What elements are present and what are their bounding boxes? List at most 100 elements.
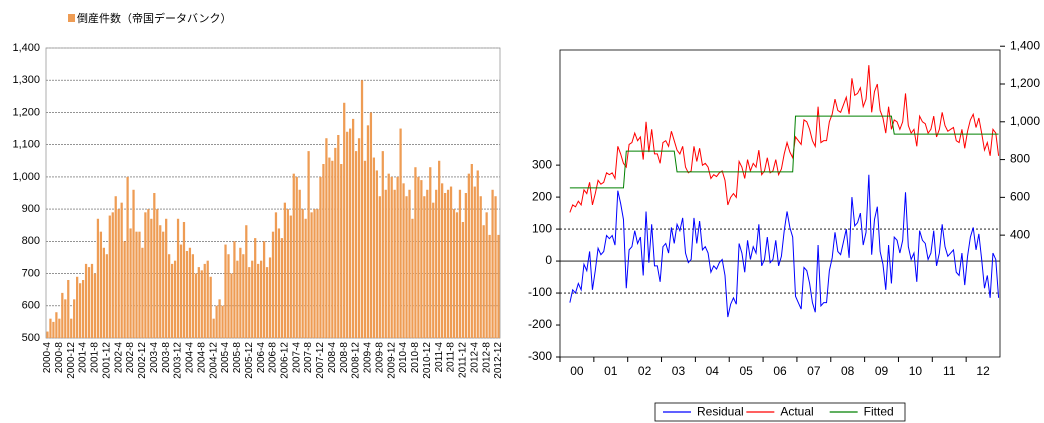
x-tick-label: 02 bbox=[638, 364, 652, 378]
x-tick-label: 12 bbox=[976, 364, 990, 378]
bar bbox=[93, 273, 97, 338]
bar bbox=[221, 305, 224, 338]
legend-swatch bbox=[68, 14, 75, 22]
bar bbox=[467, 173, 470, 338]
bar bbox=[111, 212, 114, 338]
bar bbox=[150, 218, 153, 338]
y2-tick-label: 1,200 bbox=[1010, 76, 1040, 90]
bar bbox=[378, 196, 381, 338]
bar bbox=[298, 189, 301, 338]
bar bbox=[84, 263, 88, 338]
bar bbox=[120, 202, 123, 338]
bar bbox=[423, 196, 426, 338]
bar bbox=[96, 218, 100, 338]
x-tick-label: 03 bbox=[672, 364, 686, 378]
bar bbox=[147, 209, 150, 338]
bar bbox=[417, 176, 420, 338]
y-tick-label: 1,300 bbox=[12, 74, 40, 86]
y-tick-label: 0 bbox=[545, 253, 552, 267]
x-tick-label: 2006-4 bbox=[256, 342, 267, 374]
bar bbox=[265, 267, 269, 338]
bar bbox=[218, 299, 221, 338]
y-tick-label: -100 bbox=[528, 285, 552, 299]
bar bbox=[372, 157, 376, 338]
bar bbox=[191, 254, 195, 338]
bar bbox=[200, 270, 203, 338]
y2-tick-label: 600 bbox=[1010, 190, 1030, 204]
bar bbox=[153, 193, 156, 338]
x-tick-label: 2005-12 bbox=[244, 342, 255, 379]
bar bbox=[322, 164, 325, 338]
bar bbox=[173, 260, 177, 338]
bar bbox=[354, 151, 358, 338]
y-tick-label: 200 bbox=[532, 189, 552, 203]
legend-label: Actual bbox=[780, 405, 813, 419]
bar bbox=[458, 189, 462, 338]
bar bbox=[435, 189, 438, 338]
bar bbox=[49, 318, 52, 338]
x-tick-label: 2007-8 bbox=[303, 342, 314, 374]
y-tick-label: -300 bbox=[528, 349, 552, 363]
bar bbox=[212, 318, 215, 338]
x-tick-label: 2010-4 bbox=[398, 342, 409, 374]
y2-tick-label: 800 bbox=[1010, 152, 1030, 166]
bar bbox=[307, 151, 310, 338]
x-tick-label: 2009-8 bbox=[374, 342, 385, 374]
x-tick-label: 2009-4 bbox=[363, 342, 374, 374]
bar bbox=[262, 241, 266, 338]
bar bbox=[117, 209, 120, 338]
bar bbox=[340, 164, 343, 338]
bar bbox=[414, 167, 417, 338]
x-tick-label: 2007-4 bbox=[291, 342, 302, 374]
y-tick-label: 500 bbox=[22, 332, 40, 344]
bar bbox=[420, 180, 423, 338]
bar bbox=[316, 209, 319, 338]
bar bbox=[73, 299, 76, 338]
bar bbox=[224, 244, 227, 338]
x-tick-label: 2002-12 bbox=[137, 342, 148, 379]
bar bbox=[491, 189, 494, 338]
bar bbox=[479, 196, 482, 338]
bar bbox=[488, 234, 491, 338]
bar bbox=[274, 212, 278, 338]
bar bbox=[105, 254, 108, 338]
x-tick-label: 2002-8 bbox=[125, 342, 136, 374]
y2-tick-label: 1,000 bbox=[1010, 114, 1040, 128]
bar bbox=[408, 189, 411, 338]
bar bbox=[387, 173, 390, 338]
x-tick-label: 2008-4 bbox=[327, 342, 338, 374]
bar bbox=[268, 257, 272, 338]
bar bbox=[239, 247, 242, 338]
bar bbox=[209, 276, 212, 338]
bar bbox=[473, 186, 476, 338]
bar bbox=[81, 280, 85, 338]
bar bbox=[351, 118, 355, 338]
y-tick-label: 700 bbox=[22, 267, 40, 279]
y-tick-label: -200 bbox=[528, 317, 552, 331]
x-tick-label: 2008-12 bbox=[351, 342, 362, 379]
x-tick-label: 01 bbox=[604, 364, 618, 378]
x-tick-label: 2001-8 bbox=[90, 342, 101, 374]
bar bbox=[381, 151, 384, 338]
bar bbox=[179, 244, 183, 338]
bar bbox=[129, 228, 132, 338]
x-tick-label: 2001-12 bbox=[101, 342, 112, 379]
bar bbox=[346, 131, 349, 338]
x-tick-label: 2000-8 bbox=[54, 342, 65, 374]
bar bbox=[429, 167, 432, 338]
legend-box bbox=[654, 402, 906, 422]
bar bbox=[230, 273, 233, 338]
bar bbox=[76, 276, 79, 338]
bar bbox=[126, 176, 129, 338]
bar bbox=[470, 164, 473, 338]
bar bbox=[399, 128, 402, 338]
bar bbox=[337, 135, 340, 338]
x-tick-label: 07 bbox=[807, 364, 821, 378]
x-tick-label: 2010-8 bbox=[410, 342, 421, 374]
x-tick-label: 2011-4 bbox=[434, 342, 445, 373]
y-tick-label: 1,400 bbox=[12, 42, 40, 54]
bar bbox=[254, 238, 257, 338]
bar bbox=[260, 260, 263, 338]
x-tick-label: 05 bbox=[739, 364, 753, 378]
bar bbox=[286, 209, 289, 338]
